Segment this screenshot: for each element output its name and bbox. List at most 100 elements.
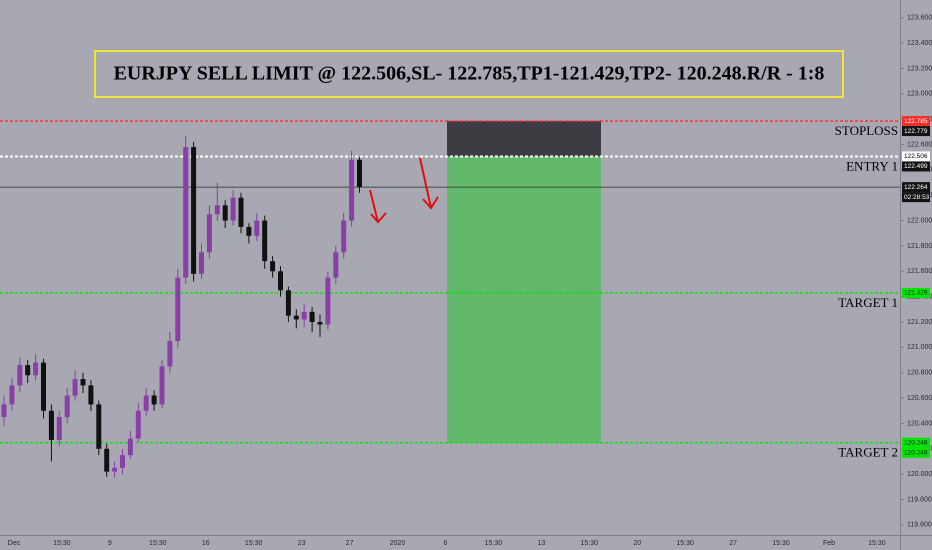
price-tag (902, 447, 930, 458)
candle-body (191, 147, 197, 274)
x-tick-label: 2020 (390, 540, 406, 547)
y-tick-label: 122.000 (907, 217, 932, 224)
x-tick-label: 15:30 (868, 540, 886, 547)
price-tag (902, 126, 930, 137)
plot-area (0, 120, 900, 478)
price-tag (902, 151, 930, 162)
chart-title: EURJPY SELL LIMIT @ 122.506,SL- 122.785,… (114, 63, 825, 85)
candle-body (135, 410, 141, 439)
candle-body (278, 271, 283, 291)
level-label: ENTRY 1 (846, 158, 898, 173)
candle-body (199, 252, 204, 274)
y-tick-label: 120.800 (907, 370, 932, 377)
candle-body (357, 159, 362, 188)
price-tag-label: 122.264 (904, 184, 928, 191)
price-tag (902, 287, 930, 298)
x-tick-label: 6 (444, 540, 448, 547)
candle-body (238, 197, 244, 227)
candle-body (88, 385, 94, 405)
candle-body (349, 159, 355, 221)
candle-body (230, 197, 236, 221)
x-tick-label: 13 (537, 540, 545, 547)
candle-body (25, 365, 31, 376)
candle-body (104, 448, 110, 472)
x-tick-label: 15:30 (53, 540, 71, 547)
candle-body (270, 261, 276, 272)
arrow (419, 157, 439, 210)
y-tick-label: 123.200 (907, 65, 932, 72)
candle-body (72, 379, 78, 396)
candle-body (159, 366, 165, 405)
price-tag-label: 122.779 (904, 128, 928, 135)
candle-body (333, 252, 339, 278)
x-tick-label: 27 (729, 540, 737, 547)
candle-body (254, 220, 260, 236)
y-tick-label: 121.000 (907, 344, 932, 351)
y-tick-label: 122.600 (907, 141, 932, 148)
price-tag (902, 161, 930, 172)
countdown-label: 02:28:53 (904, 194, 930, 201)
price-tag-label: 120.248 (904, 449, 928, 456)
x-tick-label: 15:30 (772, 540, 790, 547)
level-label: STOPLOSS (835, 123, 898, 138)
candle-body (293, 315, 299, 320)
price-tag-label: 122.506 (904, 153, 928, 160)
candle-body (64, 395, 70, 418)
arrows (369, 157, 439, 224)
price-tag-label: 122.499 (904, 163, 928, 170)
x-tick-label: 15:30 (581, 540, 599, 547)
x-tick-label: 16 (202, 540, 210, 547)
price-tag (902, 182, 930, 193)
y-tick-label: 123.400 (907, 40, 932, 47)
candle-body (167, 341, 173, 367)
x-tick-label: 15:30 (676, 540, 694, 547)
candle-body (41, 362, 46, 411)
y-tick-label: 120.600 (907, 395, 932, 402)
candle-body (96, 404, 102, 449)
candle-body (183, 147, 189, 278)
y-tick-label: 121.600 (907, 268, 932, 275)
candle-body (120, 455, 125, 468)
level-label: TARGET 1 (838, 295, 898, 310)
x-tick-label: Feb (823, 540, 835, 547)
candle-body (246, 226, 252, 236)
price-tag (902, 116, 930, 127)
candle-body (301, 311, 307, 320)
candle-body (56, 417, 62, 440)
price-tag (902, 437, 930, 448)
candle-body (17, 365, 23, 386)
x-tick-label: 15:30 (149, 540, 167, 547)
y-tick-label: 121.800 (907, 243, 932, 250)
candle-body (222, 205, 228, 221)
candle-body (127, 438, 133, 456)
candle-body (285, 290, 291, 316)
x-tick-label: 9 (108, 540, 112, 547)
candle-body (325, 277, 331, 325)
y-tick-label: 121.200 (907, 319, 932, 326)
candle-body (9, 385, 15, 405)
stop-box (447, 121, 601, 157)
y-tick-label: 119.600 (907, 522, 932, 529)
price-tag-label: 122.785 (904, 118, 928, 125)
arrow (369, 189, 387, 224)
y-tick-label: 120.000 (907, 471, 932, 478)
price-tag-label: 121.429 (904, 290, 928, 297)
x-tick-label: 15:30 (245, 540, 263, 547)
candle-body (341, 220, 347, 253)
candle-body (206, 214, 212, 253)
level-label: TARGET 2 (838, 445, 898, 460)
candle-body (262, 220, 268, 262)
y-tick-label: 120.400 (907, 420, 932, 427)
candle-body (151, 395, 157, 405)
countdown-tag (902, 192, 930, 203)
candle-body (80, 379, 86, 386)
candle-body (112, 467, 118, 472)
candle-body (214, 205, 220, 215)
y-tick-label: 123.600 (907, 15, 932, 22)
target-box (447, 156, 601, 443)
y-tick-label: 119.800 (907, 496, 932, 503)
title-box (94, 50, 844, 98)
x-tick-label: 23 (298, 540, 306, 547)
candle-body (143, 395, 149, 411)
